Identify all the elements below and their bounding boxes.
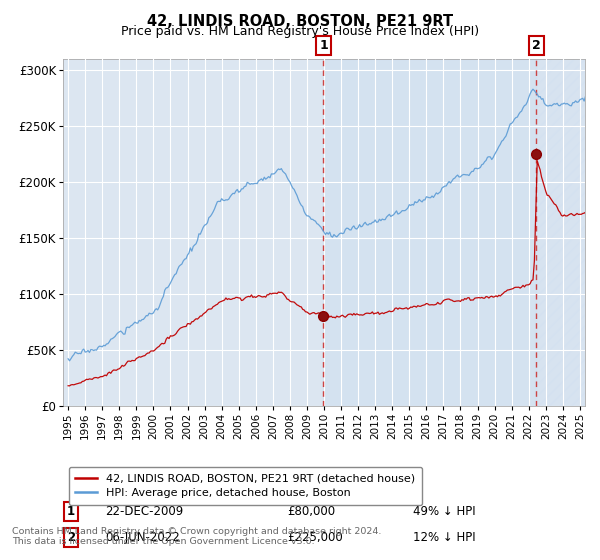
Text: 42, LINDIS ROAD, BOSTON, PE21 9RT: 42, LINDIS ROAD, BOSTON, PE21 9RT	[147, 14, 453, 29]
Text: 22-DEC-2009: 22-DEC-2009	[105, 505, 183, 519]
Text: 2: 2	[532, 39, 541, 52]
Text: 49% ↓ HPI: 49% ↓ HPI	[413, 505, 475, 519]
Text: 2: 2	[67, 531, 75, 544]
Legend: 42, LINDIS ROAD, BOSTON, PE21 9RT (detached house), HPI: Average price, detached: 42, LINDIS ROAD, BOSTON, PE21 9RT (detac…	[68, 467, 422, 505]
Text: 1: 1	[319, 39, 328, 52]
Text: Contains HM Land Registry data © Crown copyright and database right 2024.
This d: Contains HM Land Registry data © Crown c…	[12, 526, 382, 546]
Text: 12% ↓ HPI: 12% ↓ HPI	[413, 531, 475, 544]
Text: 1: 1	[67, 505, 75, 519]
Text: Price paid vs. HM Land Registry's House Price Index (HPI): Price paid vs. HM Land Registry's House …	[121, 25, 479, 38]
Text: 06-JUN-2022: 06-JUN-2022	[105, 531, 179, 544]
Bar	[323, 59, 536, 406]
Bar	[536, 59, 585, 406]
Text: £225,000: £225,000	[287, 531, 343, 544]
Text: £80,000: £80,000	[287, 505, 335, 519]
